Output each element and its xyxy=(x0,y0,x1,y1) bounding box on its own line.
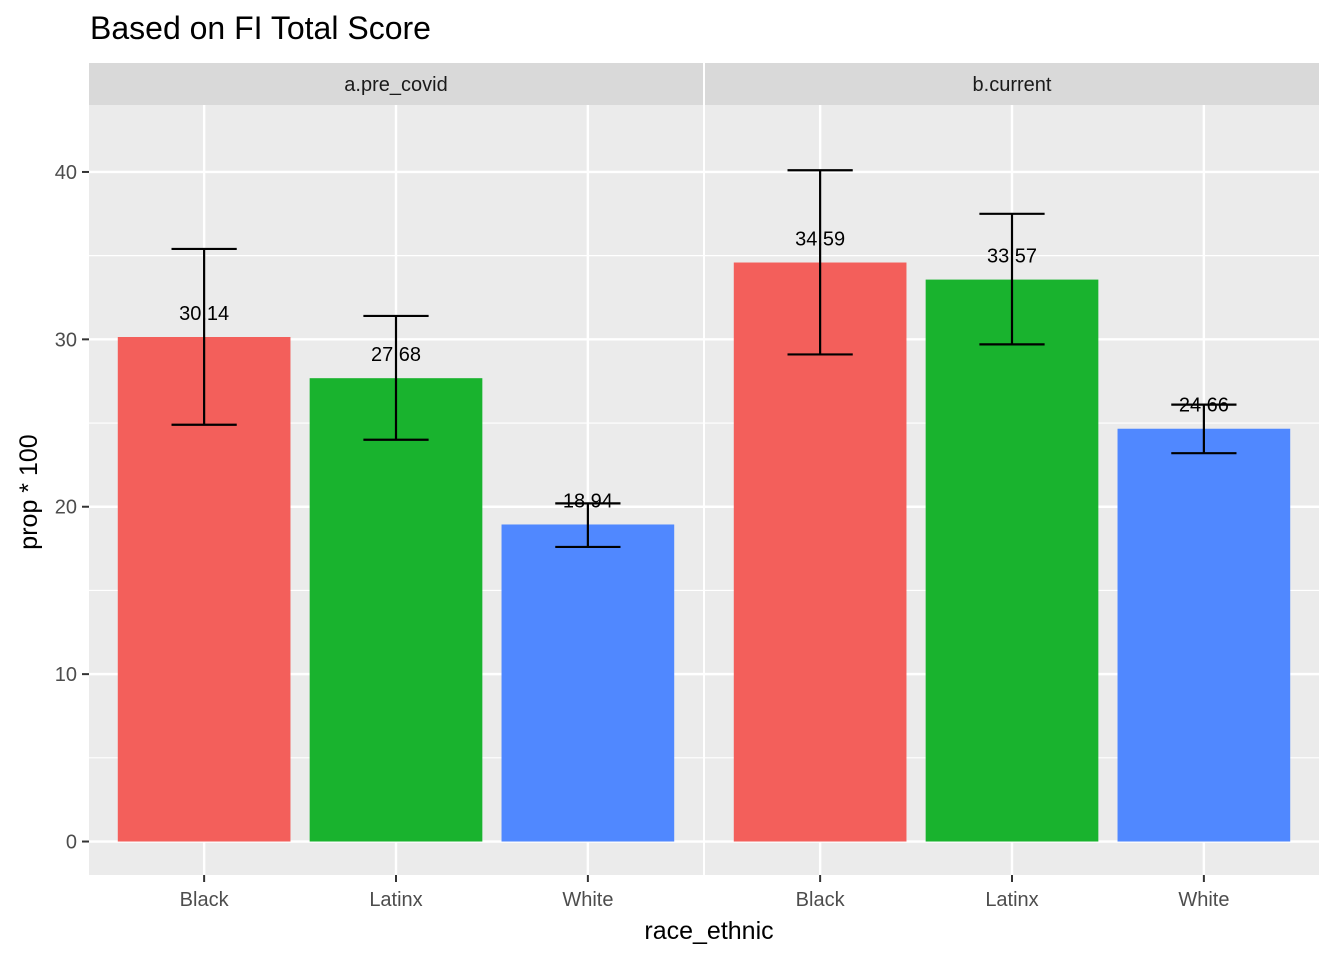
chart-title: Based on FI Total Score xyxy=(90,10,431,46)
y-tick-label: 0 xyxy=(66,832,77,854)
x-tick-label: Latinx xyxy=(369,889,422,911)
x-tick-label: White xyxy=(562,889,613,911)
y-tick-label: 10 xyxy=(55,664,77,686)
facet-panel-a.pre_covid: a.pre_covid 30.14 Black 27.68 Latinx 18.94 Whi… xyxy=(89,63,703,911)
facet-strip-label: b.current xyxy=(973,74,1052,96)
facet-strip xyxy=(89,63,703,105)
facet-strip xyxy=(705,63,1319,105)
x-tick-label: Latinx xyxy=(985,889,1038,911)
x-tick-label: White xyxy=(1178,889,1229,911)
bar-value-label: 30.14 xyxy=(179,303,229,325)
bar-white xyxy=(1117,428,1291,842)
panels-layer: a.pre_covid 30.14 Black 27.68 Latinx 18.94 Whi… xyxy=(55,63,1319,911)
bar-value-label: 33.57 xyxy=(987,246,1037,268)
y-tick-label: 20 xyxy=(55,497,77,519)
facet-panel-b.current: b.current 34.59 Black 33.57 Latinx 24.66 White xyxy=(705,63,1319,911)
x-tick-label: Black xyxy=(180,889,230,911)
bar-white xyxy=(501,524,675,842)
bar-value-label: 24.66 xyxy=(1179,395,1229,417)
bar-latinx xyxy=(925,279,1099,842)
bar-value-label: 27.68 xyxy=(371,344,421,366)
bar-value-label: 34.59 xyxy=(795,229,845,251)
bar-latinx xyxy=(309,378,483,842)
y-tick-label: 40 xyxy=(55,162,77,184)
bar-value-label: 18.94 xyxy=(563,490,613,512)
facet-strip-label: a.pre_covid xyxy=(344,74,447,96)
y-tick-label: 30 xyxy=(55,329,77,351)
y-axis-label: prop * 100 xyxy=(15,434,43,549)
x-axis-label: race_ethnic xyxy=(644,917,773,945)
bar-black xyxy=(733,262,907,842)
x-tick-label: Black xyxy=(796,889,846,911)
